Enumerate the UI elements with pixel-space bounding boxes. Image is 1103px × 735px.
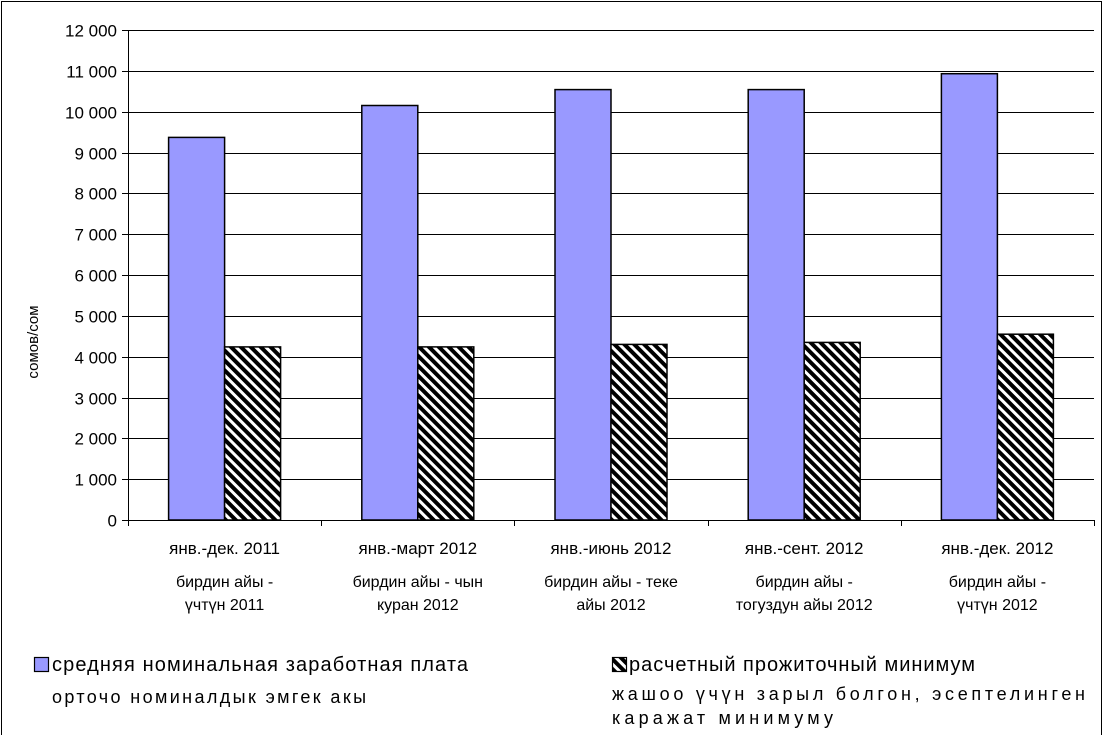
y-tick-label: 4 000 <box>74 349 117 368</box>
y-tick-label: 6 000 <box>74 267 117 286</box>
y-tick-label: 3 000 <box>74 390 117 409</box>
bar-average-wage-2 <box>361 104 419 521</box>
y-tick-label: 9 000 <box>74 145 117 164</box>
category-label-ky: үчтүн 2012 <box>957 597 1038 614</box>
category-label-ky: бирдин айы - <box>756 574 853 591</box>
y-tick-label: 10 000 <box>65 104 117 123</box>
category-label-ky: үчтүн 2011 <box>185 597 264 614</box>
category-label: янв.-дек. 2012 <box>941 539 1053 558</box>
y-tick-label: 11 000 <box>66 63 117 82</box>
category-label-ky: куран 2012 <box>377 597 459 614</box>
bar-subsistence-minimum-4 <box>803 341 861 521</box>
y-axis-title: сомов/сом <box>25 305 42 378</box>
bar-average-wage-3 <box>554 88 612 521</box>
category-label-ky: тогуздун айы 2012 <box>736 597 873 614</box>
bar-subsistence-minimum-2 <box>417 346 475 521</box>
category-label: янв.-июнь 2012 <box>550 539 671 558</box>
bar-subsistence-minimum-1 <box>223 346 282 521</box>
legend-label-subsistence-minimum: расчетный прожиточный минимум <box>629 654 975 676</box>
bar-average-wage-4 <box>747 88 805 521</box>
legend-item-subsistence-minimum: расчетный прожиточный минимум жашоо үчүн… <box>611 654 1085 728</box>
y-tick-label: 0 <box>108 512 117 531</box>
category-label: янв.-сент. 2012 <box>745 539 864 558</box>
y-tick-label: 7 000 <box>74 226 117 245</box>
legend-label-average-wage: средняя номинальная заработная плата <box>52 654 469 676</box>
y-tick-label: 2 000 <box>74 430 117 449</box>
y-tick-label: 5 000 <box>74 308 117 327</box>
legend-swatch-subsistence-minimum <box>611 656 628 673</box>
y-tick-label: 1 000 <box>74 471 117 490</box>
category-label-ky: айы 2012 <box>576 597 645 614</box>
y-tick-label: 8 000 <box>74 185 117 204</box>
category-label-ky: бирдин айы - теке <box>544 574 678 591</box>
bar-subsistence-minimum-3 <box>610 343 668 521</box>
bar-average-wage-5 <box>940 72 999 521</box>
category-label: янв.-март 2012 <box>359 539 478 558</box>
legend-label-average-wage-ky: орточо номиналдык эмгек акы <box>52 687 366 707</box>
bars <box>167 72 1055 521</box>
legend-label-subsistence-minimum-ky-line1: жашоо үчүн зарыл болгон, эсептелинген <box>612 684 1085 704</box>
legend-swatch-average-wage <box>33 656 50 673</box>
category-label: янв.-дек. 2011 <box>169 539 280 558</box>
legend-label-subsistence-minimum-ky-line2: каражат минимуму <box>612 708 833 728</box>
category-label-ky: бирдин айы - <box>949 574 1046 591</box>
legend-item-average-wage: средняя номинальная заработная плата орт… <box>33 654 469 707</box>
category-labels: янв.-дек. 2011 бирдин айы - үчтүн 2011 янв.… <box>169 539 1053 614</box>
bar-average-wage-1 <box>167 136 226 521</box>
y-tick-labels: 0 1 000 2 000 3 000 4 000 5 000 6 000 7 000 8 00… <box>65 22 117 531</box>
y-tick-label: 12 000 <box>65 22 117 41</box>
legend: средняя номинальная заработная плата орт… <box>33 654 1085 728</box>
axes <box>122 30 1095 526</box>
category-label-ky: бирдин айы - <box>176 574 273 591</box>
category-label-ky: бирдин айы - чын <box>353 574 483 591</box>
bar-subsistence-minimum-5 <box>996 333 1055 521</box>
